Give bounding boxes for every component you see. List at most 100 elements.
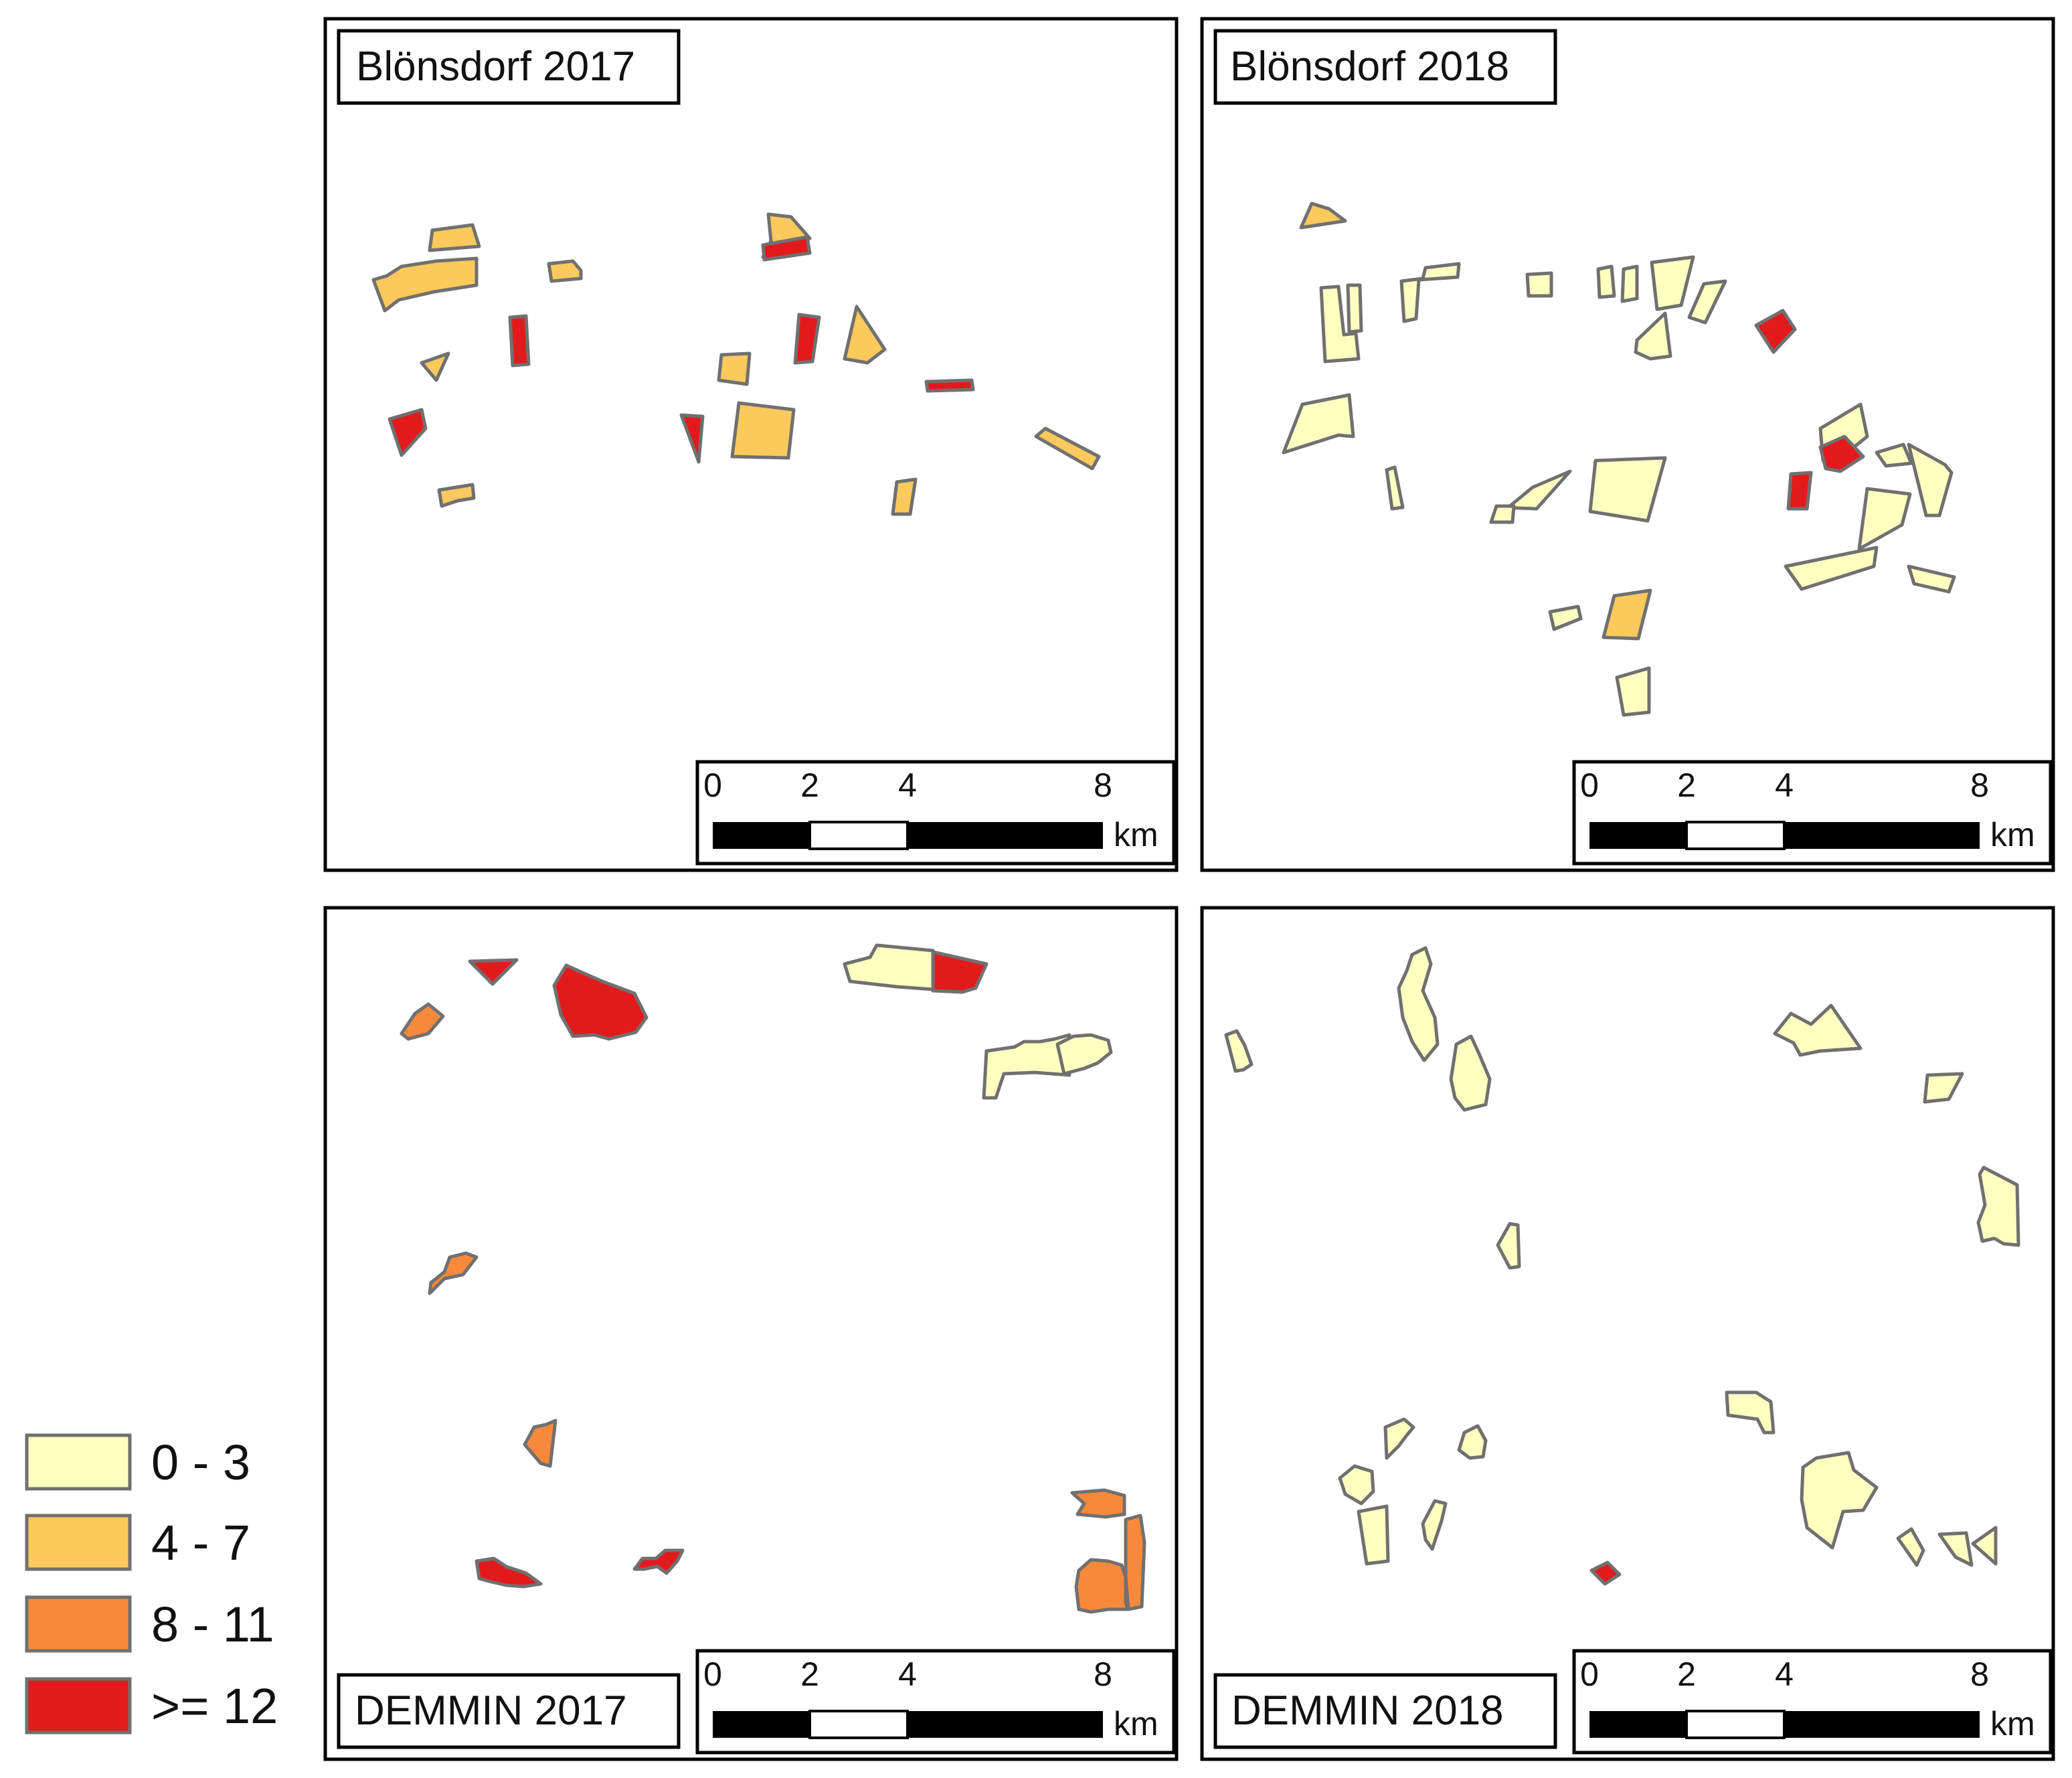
field-polygon: [1385, 465, 1405, 511]
scale-segment: [808, 1710, 909, 1739]
field-polygon: [1773, 1003, 1863, 1057]
field-polygon: [1907, 442, 1954, 517]
field-polygon: [1074, 1558, 1130, 1614]
scale-bar: 0 2 4 8 km: [1572, 1649, 2053, 1755]
panel-title-box: [1213, 1673, 1557, 1749]
panel-demmin-2017: DEMMIN 2017 0 2 4 8 km: [323, 906, 1179, 1761]
field-polygon: [1589, 1560, 1622, 1586]
scale-tick-label: 0: [703, 1655, 722, 1693]
field-polygon: [508, 314, 531, 368]
field-polygon: [437, 483, 476, 508]
scale-tick-label: 2: [1677, 1655, 1696, 1693]
panel-title-box: [337, 29, 681, 105]
field-polygon: [1615, 666, 1651, 717]
scale-segment: [1685, 1710, 1786, 1739]
scale-tick-label: 4: [1775, 1655, 1794, 1693]
field-polygon: [1399, 262, 1461, 323]
scale-segment: [808, 821, 909, 850]
scale-segment: [1784, 1711, 1980, 1738]
field-polygon: [523, 1419, 557, 1468]
field-polygon: [387, 408, 428, 457]
field-polygon: [371, 256, 479, 313]
field-polygon: [1397, 946, 1440, 1062]
field-polygon: [843, 305, 887, 365]
field-polygon: [793, 313, 821, 365]
panel-blonsdorf-2018: Blönsdorf 2018 0 2 4 8 km: [1200, 17, 2055, 872]
field-polygon: [730, 401, 796, 460]
field-polygon: [1548, 604, 1583, 631]
scale-unit: km: [1114, 1705, 1158, 1743]
panel-frame: [1200, 17, 2055, 872]
field-polygon: [1896, 1527, 1925, 1567]
scale-tick-label: 8: [1094, 1655, 1112, 1693]
field-polygon: [1976, 1165, 2020, 1247]
scale-segment: [908, 1711, 1103, 1738]
field-polygon: [717, 351, 752, 386]
panel-title: DEMMIN 2017: [355, 1688, 627, 1734]
legend-swatch: [25, 1514, 132, 1571]
scale-tick-label: 2: [800, 1655, 819, 1693]
scale-segment: [1589, 822, 1687, 849]
field-polygon: [1596, 264, 1616, 299]
field-polygon: [632, 1548, 685, 1575]
field-polygon: [679, 413, 705, 464]
scale-tick-label: 0: [1580, 766, 1599, 804]
legend-swatch: [25, 1433, 132, 1491]
field-polygon: [1725, 1390, 1776, 1435]
field-polygon: [1124, 1514, 1146, 1611]
scale-tick-label: 4: [898, 766, 917, 804]
scale-unit: km: [1990, 1705, 2035, 1743]
scale-tick-label: 0: [703, 766, 722, 804]
scale-segment: [713, 1711, 810, 1738]
scale-bar: 0 2 4 8 km: [695, 1649, 1176, 1755]
field-polygon: [1449, 1034, 1492, 1112]
panel-title: DEMMIN 2018: [1231, 1688, 1504, 1734]
scale-tick-label: 2: [800, 766, 819, 804]
field-polygon: [891, 477, 918, 516]
panel-frame: [1200, 906, 2055, 1761]
field-polygon: [1319, 285, 1361, 363]
field-polygon: [1282, 393, 1355, 455]
field-polygon: [474, 1556, 543, 1589]
panel-frame: [323, 906, 1179, 1761]
field-polygon: [1800, 1451, 1879, 1550]
field-polygon: [1937, 1531, 1974, 1567]
scale-tick-label: 0: [1580, 1655, 1599, 1693]
field-polygon: [1299, 201, 1347, 230]
field-polygon: [468, 958, 519, 986]
panel-demmin-2018: DEMMIN 2018 0 2 4 8 km: [1200, 906, 2055, 1761]
field-polygon: [1457, 1424, 1488, 1460]
field-polygon: [1907, 564, 1956, 594]
field-polygon: [1786, 471, 1813, 511]
field-polygon: [1784, 546, 1879, 591]
field-polygons: [1282, 201, 1956, 717]
field-polygon: [1754, 309, 1797, 354]
field-polygon: [1687, 279, 1727, 325]
field-polygon: [552, 963, 649, 1041]
field-polygon: [547, 259, 583, 283]
scale-segment: [1685, 821, 1786, 850]
legend-swatch: [25, 1595, 132, 1653]
field-polygon: [1489, 504, 1516, 524]
field-polygon: [761, 235, 812, 262]
field-polygon: [1421, 1499, 1448, 1551]
scale-tick-label: 8: [1970, 1655, 1989, 1693]
field-polygon: [1070, 1488, 1126, 1519]
field-polygon: [400, 1002, 445, 1041]
scale-segment: [713, 822, 810, 849]
panel-blonsdorf-2017: Blönsdorf 2017 0 2 4 8 km: [323, 17, 1179, 872]
scale-segment: [908, 822, 1103, 849]
panel-title: Blönsdorf 2017: [356, 44, 635, 90]
scale-bar: 0 2 4 8 km: [695, 760, 1176, 866]
scale-tick-label: 8: [1094, 766, 1112, 804]
field-polygon: [1634, 311, 1672, 361]
field-polygon: [420, 351, 450, 382]
field-polygon: [428, 1251, 479, 1295]
field-polygon: [1971, 1526, 1998, 1566]
scale-tick-label: 4: [1775, 766, 1794, 804]
field-polygon: [1923, 1072, 1964, 1104]
scale-bar: 0 2 4 8 km: [1572, 760, 2053, 866]
panel-title-box: [1213, 29, 1557, 105]
scale-tick-label: 4: [898, 1655, 917, 1693]
